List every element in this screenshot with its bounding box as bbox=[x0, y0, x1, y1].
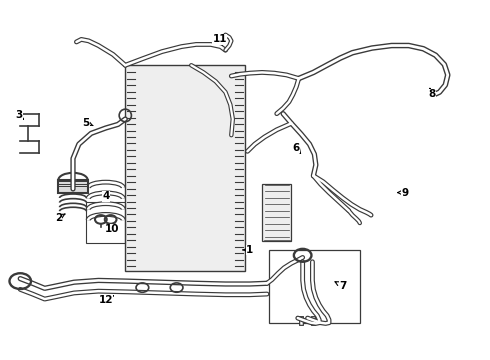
Text: 2: 2 bbox=[55, 213, 65, 222]
Text: 9: 9 bbox=[398, 188, 409, 198]
Text: 1: 1 bbox=[243, 245, 253, 255]
Text: 3: 3 bbox=[16, 111, 24, 121]
Text: 10: 10 bbox=[105, 224, 120, 234]
Text: 12: 12 bbox=[98, 295, 114, 305]
Text: 8: 8 bbox=[428, 88, 435, 99]
Text: 6: 6 bbox=[293, 143, 300, 153]
Text: 5: 5 bbox=[83, 118, 93, 128]
Bar bbox=[262, 184, 292, 241]
Text: 11: 11 bbox=[212, 35, 227, 45]
Bar bbox=[86, 202, 125, 243]
Bar bbox=[125, 65, 245, 271]
Bar bbox=[58, 180, 88, 193]
Text: 4: 4 bbox=[102, 191, 109, 201]
Text: 7: 7 bbox=[335, 281, 346, 291]
Bar bbox=[270, 250, 360, 323]
